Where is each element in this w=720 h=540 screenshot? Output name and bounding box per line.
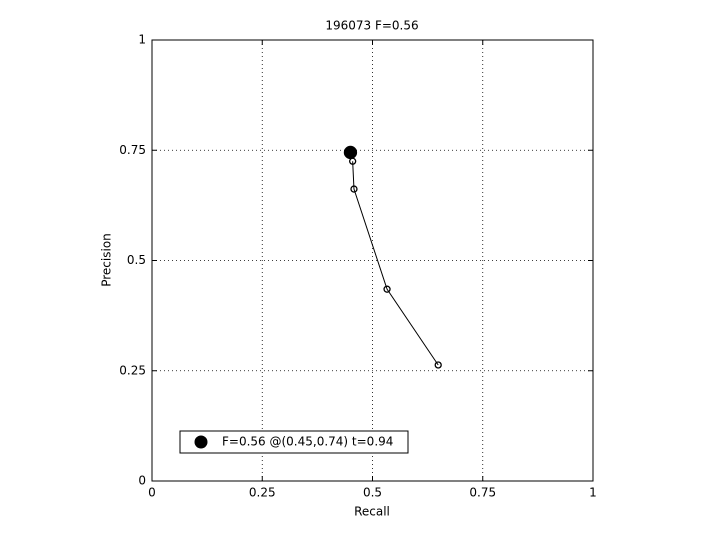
data-point [350, 185, 358, 193]
x-tick-label: 0.5 [363, 486, 382, 500]
y-tick-label: 0 [138, 474, 146, 488]
y-tick-label: 0.5 [127, 253, 146, 267]
legend-label: F=0.56 @(0.45,0.74) t=0.94 [222, 435, 393, 449]
y-tick-label: 0.25 [119, 363, 146, 377]
chart-title: 196073 F=0.56 [325, 19, 418, 33]
series-line [352, 161, 439, 366]
y-axis-label: Precision [100, 233, 114, 287]
y-tick-label: 0.75 [119, 143, 146, 157]
x-axis-label: Recall [354, 505, 390, 519]
legend-box [179, 430, 409, 454]
x-tick-label: 0.25 [249, 486, 276, 500]
x-tick-label: 0.75 [469, 486, 496, 500]
x-tick-label: 1 [589, 486, 597, 500]
x-tick-label: 0 [148, 486, 156, 500]
legend-marker [194, 435, 208, 449]
data-point [434, 361, 442, 369]
y-tick-label: 1 [138, 33, 146, 47]
plot-frame [151, 39, 594, 482]
data-point [383, 285, 391, 293]
data-point [343, 145, 358, 160]
